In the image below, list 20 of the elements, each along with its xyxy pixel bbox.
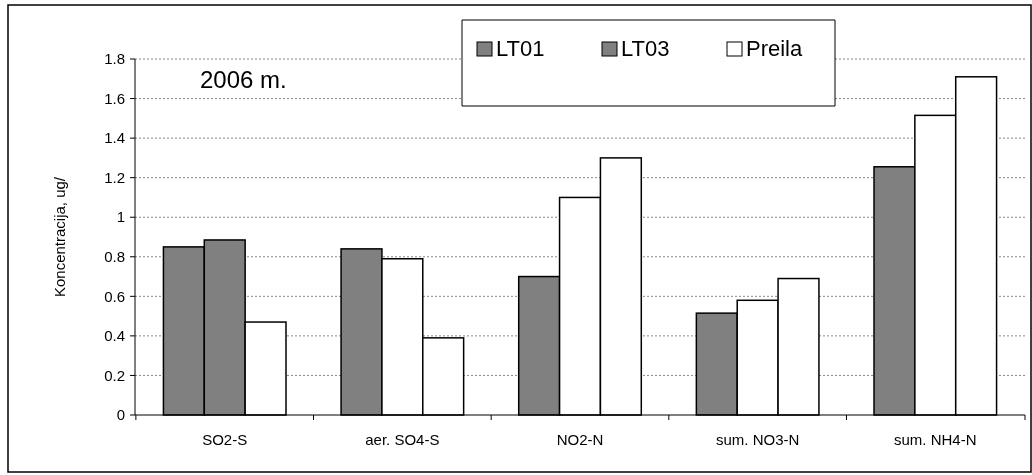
x-tick-label: NO2-N bbox=[556, 431, 604, 448]
y-tick-label: 1.4 bbox=[104, 129, 125, 147]
x-tick-label: sum. NO3-N bbox=[715, 431, 800, 448]
y-tick-label: 1.8 bbox=[104, 50, 125, 68]
y-axis-title: Koncentracija, ug/ bbox=[51, 176, 68, 298]
y-tick-label: 0.6 bbox=[104, 287, 125, 305]
y-tick-label: 0 bbox=[116, 406, 125, 424]
annotation: 2006 m. bbox=[200, 66, 287, 93]
x-tick-label: sum. NH4-N bbox=[894, 431, 977, 448]
y-tick-label: 1.6 bbox=[104, 89, 125, 107]
legend-label: Preila bbox=[746, 36, 804, 61]
y-tick-label: 1.2 bbox=[104, 168, 125, 186]
x-tick-label: SO2-S bbox=[202, 431, 248, 448]
legend-label: LT03 bbox=[621, 36, 670, 61]
y-tick-label: 0.4 bbox=[104, 327, 125, 345]
y-tick-label: 0.2 bbox=[104, 366, 125, 384]
y-tick-label: 1 bbox=[116, 208, 125, 226]
x-tick-label: aer. SO4-S bbox=[365, 431, 440, 448]
legend-label: LT01 bbox=[496, 36, 545, 61]
y-tick-label: 0.8 bbox=[104, 248, 125, 266]
